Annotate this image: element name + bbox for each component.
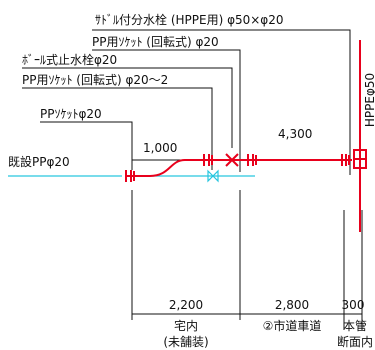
leader-pp-socket-rotary-2 (22, 87, 213, 170)
leader-pp-socket (40, 121, 133, 170)
fittings (125, 149, 367, 182)
dim-lower-left: 2,200 (169, 298, 203, 312)
label-pp-socket-rotary-2: PP用ｿｹｯﾄ (回転式) φ20〜2 (22, 73, 168, 87)
new-pipe (126, 159, 352, 177)
dim-upper-right: 4,300 (278, 127, 312, 141)
label-saddle-valve: ｻﾄﾞﾙ付分水栓 (HPPE用) φ50×φ20 (95, 12, 284, 27)
zone-main-line2: 断面内 (337, 334, 373, 349)
label-existing-pp: 既設PPφ20 (8, 154, 70, 169)
zone-yard-line1: 宅内 (174, 318, 198, 333)
dim-upper-left: 1,000 (143, 141, 177, 155)
zone-road: ②市道車道 (263, 318, 322, 333)
zone-main-line1: 本管 (343, 318, 367, 333)
leader-saddle-valve (92, 29, 351, 175)
dim-lower-mid: 2,800 (275, 298, 309, 312)
label-ball-valve: ﾎﾞｰﾙ式止水栓φ20 (22, 52, 117, 67)
label-pp-socket-rotary-1: PP用ｿｹｯﾄ (回転式) φ20 (92, 35, 219, 49)
zone-ticks (131, 310, 345, 320)
extension-lines (131, 190, 363, 330)
label-main-pipe: HPPEφ50 (363, 73, 375, 127)
leader-ball-valve (22, 67, 233, 148)
dim-lower-right: 300 (342, 298, 365, 312)
label-pp-socket: PPｿｹｯﾄφ20 (40, 107, 102, 121)
leader-lines (22, 29, 351, 175)
zone-yard-line2: (未舗装) (163, 335, 208, 349)
leader-pp-socket-rotary-1 (92, 49, 241, 172)
new-pipe-run (126, 159, 352, 177)
existing-valve-icon (207, 169, 219, 183)
